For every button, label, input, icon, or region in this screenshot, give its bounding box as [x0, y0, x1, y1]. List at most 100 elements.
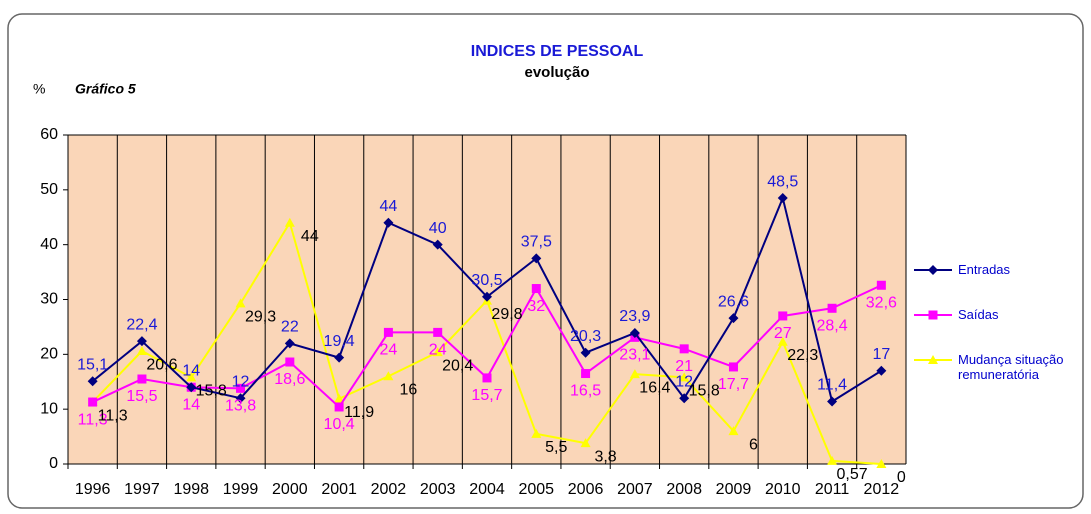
data-label: 26,6	[718, 293, 749, 310]
marker	[334, 393, 345, 403]
data-label: 5,5	[545, 439, 567, 456]
marker	[136, 346, 147, 356]
y-tick-label: 60	[40, 126, 58, 143]
marker	[679, 344, 689, 354]
marker	[777, 193, 788, 204]
marker	[827, 455, 838, 465]
marker	[928, 310, 938, 320]
data-label: 24	[429, 342, 447, 359]
marker	[334, 352, 345, 363]
data-label: 20,4	[442, 357, 473, 374]
marker	[876, 365, 887, 376]
marker	[186, 382, 197, 393]
y-tick-label: 10	[40, 400, 58, 417]
marker	[235, 298, 246, 308]
data-label: 44	[380, 198, 398, 215]
data-label: 24	[380, 342, 398, 359]
x-tick-label: 2012	[864, 481, 900, 498]
x-tick-label: 2006	[568, 481, 604, 498]
x-tick-label: 2004	[469, 481, 505, 498]
data-label: 12	[232, 373, 250, 390]
data-label: 6	[749, 436, 758, 453]
data-label: 48,5	[767, 173, 798, 190]
data-label: 22,3	[787, 347, 818, 364]
marker	[383, 327, 393, 337]
y-tick-label: 40	[40, 236, 58, 253]
marker	[827, 303, 837, 313]
data-label: 44	[301, 228, 319, 245]
marker	[482, 291, 492, 302]
data-label: 29,8	[491, 306, 522, 323]
data-label: 23,1	[619, 347, 650, 364]
marker	[87, 376, 98, 387]
x-tick-label: 2001	[321, 481, 357, 498]
y-tick-label: 0	[49, 455, 58, 472]
data-label: 23,9	[619, 308, 650, 325]
data-label: 21	[675, 358, 693, 375]
legend-label: Saídas	[958, 307, 999, 322]
marker	[876, 280, 886, 290]
data-label: 15,8	[689, 383, 720, 400]
marker	[928, 265, 938, 275]
data-label: 20,6	[146, 356, 177, 373]
data-label: 16,4	[639, 379, 670, 396]
data-label: 10,4	[324, 416, 355, 433]
data-label: 11,3	[78, 411, 108, 428]
marker	[482, 373, 492, 383]
marker	[432, 239, 443, 250]
x-tick-label: 2011	[815, 481, 850, 498]
data-label: 14	[182, 362, 200, 379]
marker	[531, 284, 541, 294]
marker	[235, 393, 246, 404]
marker	[928, 355, 938, 364]
data-label: 14	[182, 396, 200, 413]
marker	[531, 253, 542, 264]
marker	[236, 383, 246, 393]
legend-label: Entradas	[958, 262, 1011, 277]
data-label: 18,6	[274, 371, 305, 388]
marker	[581, 369, 591, 379]
data-label: 15,5	[126, 388, 157, 405]
data-label: 16	[400, 381, 418, 398]
marker	[728, 362, 738, 372]
marker	[679, 372, 690, 382]
marker	[284, 338, 295, 349]
marker	[136, 336, 147, 347]
marker	[88, 397, 98, 407]
x-tick-label: 2005	[518, 481, 554, 498]
data-label: 15,8	[196, 383, 227, 400]
data-label: 30,5	[471, 272, 502, 289]
data-label: 32,6	[866, 294, 897, 311]
annotation: Gráfico 5	[75, 81, 136, 97]
data-label: 12	[675, 373, 693, 390]
data-label: 17	[872, 346, 890, 363]
y-axis-label: %	[33, 81, 45, 97]
y-tick-label: 30	[40, 291, 58, 308]
data-label: 29,3	[245, 309, 276, 326]
marker	[629, 369, 640, 379]
data-label: 11,9	[344, 404, 374, 421]
data-label: 15,1	[77, 356, 108, 373]
y-tick-label: 20	[40, 346, 58, 363]
data-label: 0	[897, 469, 906, 486]
data-label: 13,8	[225, 398, 256, 415]
marker	[629, 327, 640, 338]
y-tick-label: 50	[40, 181, 58, 198]
x-tick-label: 2003	[420, 481, 456, 498]
x-tick-label: 2009	[716, 481, 752, 498]
data-label: 3,8	[594, 448, 616, 465]
data-label: 17,7	[718, 376, 749, 393]
marker	[728, 313, 739, 324]
data-label: 37,5	[521, 234, 552, 251]
data-label: 22	[281, 319, 299, 336]
data-label: 11,3	[98, 407, 128, 424]
marker	[531, 428, 542, 438]
x-tick-label: 1998	[173, 481, 209, 498]
marker	[580, 438, 591, 448]
x-tick-label: 2000	[272, 481, 308, 498]
marker	[383, 217, 394, 228]
data-label: 19,4	[324, 333, 355, 350]
marker	[433, 327, 443, 337]
marker	[777, 336, 788, 346]
